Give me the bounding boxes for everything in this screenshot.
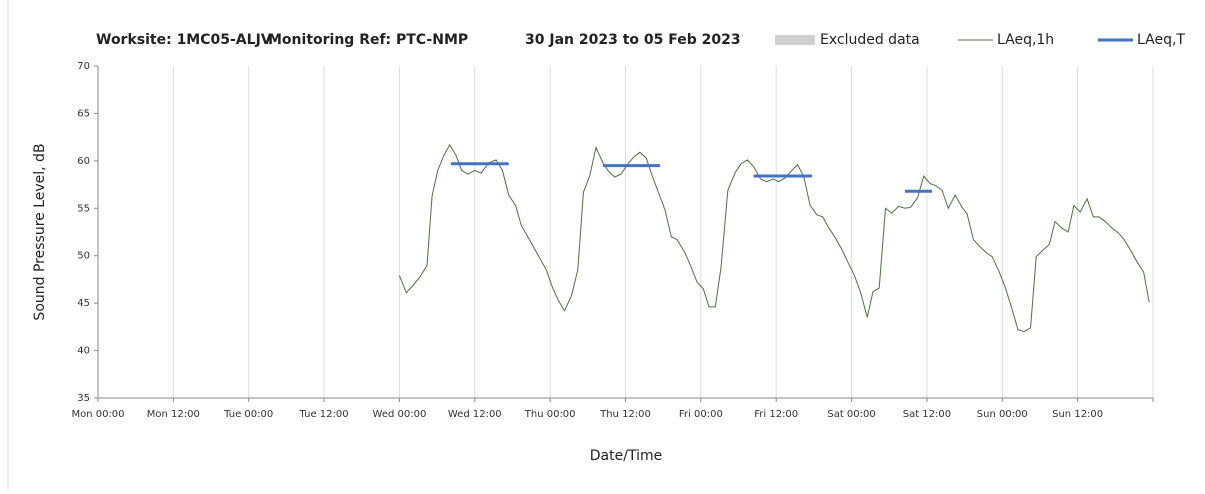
y-tick-label: 45 [77,298,90,309]
y-tick-label: 65 [77,108,90,119]
legend-label: Excluded data [820,32,920,48]
y-axis-label: Sound Pressure Level, dB [32,143,48,320]
x-tick-label: Sat 00:00 [827,409,875,420]
y-tick-label: 35 [77,393,90,404]
y-tick-label: 40 [77,346,90,357]
legend-swatch [775,35,815,45]
x-tick-label: Fri 00:00 [679,409,723,420]
x-tick-label: Sun 12:00 [1052,409,1103,420]
y-tick-label: 60 [77,156,90,167]
header-dates: 30 Jan 2023 to 05 Feb 2023 [525,32,741,48]
x-tick-label: Thu 12:00 [599,409,651,420]
x-tick-label: Wed 12:00 [448,409,502,420]
x-tick-label: Sat 12:00 [903,409,951,420]
x-tick-label: Mon 00:00 [71,409,124,420]
series-line [450,162,932,193]
legend-label: LAeq,1h [997,32,1054,48]
x-tick-label: Thu 00:00 [524,409,576,420]
header-worksite: Worksite: 1MC05-ALJV [96,32,272,48]
y-tick-label: 70 [77,61,90,72]
legend-label: LAeq,T [1137,32,1185,48]
x-tick-label: Tue 00:00 [223,409,273,420]
series-line [398,143,1150,333]
y-tick-label: 55 [77,203,90,214]
header-ref: Monitoring Ref: PTC-NMP [268,32,468,48]
x-tick-label: Tue 12:00 [299,409,349,420]
y-tick-label: 50 [77,251,90,262]
x-tick-label: Mon 12:00 [147,409,200,420]
x-tick-label: Fri 12:00 [754,409,798,420]
x-axis-label: Date/Time [590,448,662,464]
x-tick-label: Sun 00:00 [977,409,1028,420]
x-tick-label: Wed 00:00 [373,409,427,420]
